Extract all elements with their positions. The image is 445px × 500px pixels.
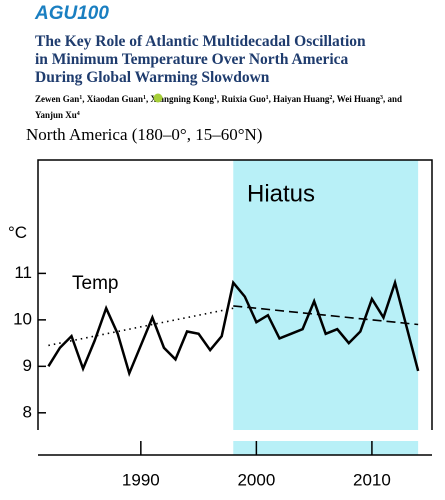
annotation: Temp <box>72 273 118 294</box>
paper-title: The Key Role of Atlantic Multidecadal Os… <box>35 33 366 50</box>
affiliation: 2 <box>329 95 332 101</box>
separator: , <box>332 94 336 104</box>
author-name: Ruixia Guo <box>221 94 266 104</box>
separator: , <box>217 94 222 104</box>
logo: AGU100 <box>34 3 109 24</box>
author-name: Haiyan Huang <box>273 94 330 104</box>
conjunction: and <box>387 94 402 104</box>
chart-title: North America (180–0°, 15–60°N) <box>26 125 262 144</box>
separator: , <box>146 94 151 104</box>
hiatus-shade <box>233 160 419 430</box>
y-tick-label: 10 <box>13 309 32 328</box>
trend-line <box>233 305 419 326</box>
y-tick-label: 8 <box>23 402 32 421</box>
authors: Yanjun Xu4 <box>35 110 80 120</box>
hiatus-shade-strip <box>233 441 419 455</box>
author-name: Wei Huang <box>337 94 381 104</box>
y-tick-label: 11 <box>14 263 32 282</box>
separator: , <box>82 94 87 104</box>
x-tick-label: 2010 <box>353 470 391 489</box>
y-tick-label: 9 <box>23 356 32 375</box>
plot-frame <box>37 159 433 430</box>
affiliation: 4 <box>77 111 80 117</box>
x-tick-label: 1990 <box>122 470 160 489</box>
affiliation: 1 <box>214 95 217 101</box>
temperature-line <box>47 278 420 378</box>
separator: , <box>383 94 388 104</box>
separator: , <box>269 94 274 104</box>
affiliation: 3 <box>380 95 383 101</box>
author-name: Yanjun Xu <box>35 110 77 120</box>
authors: Zewen Gan1, Xiaodan Guan1, Xiangning Kon… <box>35 94 402 104</box>
author-name: Zewen Gan <box>35 94 79 104</box>
x-tick-label: 2000 <box>237 470 275 489</box>
trend-line <box>48 307 234 347</box>
annotation: Hiatus <box>247 180 315 207</box>
affiliation: 1 <box>79 95 82 101</box>
paper-title: in Minimum Temperature Over North Americ… <box>35 51 349 68</box>
author-name: Xiaodan Guan <box>87 94 143 104</box>
orcid-icon <box>153 93 163 103</box>
author-name: Xiangning Kong <box>151 94 215 104</box>
affiliation: 1 <box>143 95 146 101</box>
y-axis-label: °C <box>8 223 27 242</box>
affiliation: 1 <box>266 95 269 101</box>
paper-title: During Global Warming Slowdown <box>35 69 270 86</box>
